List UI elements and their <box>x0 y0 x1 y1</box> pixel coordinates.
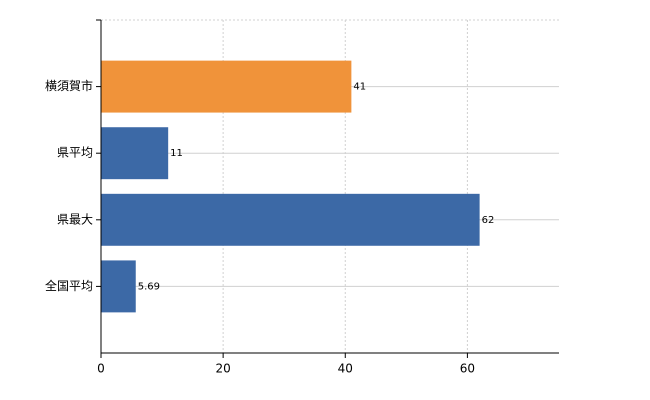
x-tick-label: 0 <box>97 362 105 376</box>
x-tick-label: 20 <box>215 362 230 376</box>
bar <box>101 193 480 246</box>
value-label: 62 <box>482 215 495 226</box>
y-tick-label: 県平均 <box>57 146 93 160</box>
value-label: 41 <box>353 82 366 93</box>
value-label: 5.69 <box>138 281 160 292</box>
bar <box>101 60 352 113</box>
bar <box>101 260 136 313</box>
y-tick-label: 横須賀市 <box>45 78 93 93</box>
bar <box>101 127 169 180</box>
x-tick-label: 60 <box>460 362 475 376</box>
y-tick-label: 県最大 <box>57 212 93 226</box>
y-tick-label: 全国平均 <box>45 278 93 293</box>
x-tick-label: 40 <box>338 362 353 376</box>
value-label: 11 <box>170 148 183 159</box>
